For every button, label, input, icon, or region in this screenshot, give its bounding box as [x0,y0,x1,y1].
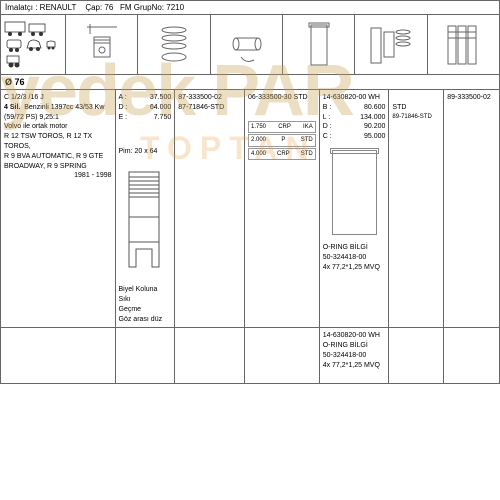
eng-code: C 1/2/3 /16 J [4,93,112,103]
bore: Çap: 76 [85,3,113,12]
piston-icon [66,15,138,74]
rings-col: 06-333500-30 STD 1.750CRPIKA 2.000PSTD 4… [245,90,320,327]
b1l2: Geçme [119,305,172,315]
mfr: İmalatçı : RENAULT [5,3,76,12]
m1: R 12 TSW TOROS, R 12 TX TOROS, [4,132,112,152]
bs: STD [392,103,440,113]
oring2: 14-630820-00 WH O-RING BİLGİ 50-324418-0… [320,328,390,383]
lpart: 14-630820-00 WH [323,93,386,103]
rp: 89-333500-02 [447,93,496,103]
engine-col: C 1/2/3 /16 J 4 Sil. Benzinli 1397cc 43/… [1,90,116,327]
liner-icon [283,15,355,74]
note: Volvo ile ortak motor [4,122,112,132]
lp: 89-71846-STD [392,113,440,121]
piston-diagram [119,167,172,277]
b1l3: Göz arası düz [119,315,172,325]
ring3: 4.000CRPSTD [248,148,316,160]
right-col: 89-333500-02 [444,90,499,327]
cyl: 4 Sil. [4,104,20,111]
p2: 87-71846-STD [178,103,241,113]
main-grid: C 1/2/3 /16 J 4 Sil. Benzinli 1397cc 43/… [0,90,500,328]
b2l2: 50-324418-00 [323,253,386,263]
icon-row [0,15,500,75]
bottom-row: 14-630820-00 WH O-RING BİLGİ 50-324418-0… [0,328,500,384]
rh: 06-333500-30 STD [248,93,316,103]
pin-icon [211,15,283,74]
b2l3: 4x 77,2*1,25 MVQ [323,263,386,273]
set-icon [355,15,427,74]
m3: BROADWAY, R 9 SPRING [4,162,112,172]
liner-col: 14-630820-00 WH B :80.600 L :134.000 D :… [320,90,390,327]
dims-col: A :37.500 D :64.000 E :7.750 Pim: 20 x 6… [116,90,176,327]
vehicle-icons [1,15,66,74]
header-bar: İmalatçı : RENAULT Çap: 76 FM GrupNo: 72… [0,0,500,15]
std-col: STD 89-71846-STD [389,90,444,327]
full-set-icon [428,15,499,74]
rings-icon [138,15,210,74]
pin: Pim: 20 x 64 [119,147,172,157]
m2: R 9 BVA AUTOMATIC, R 9 GTE [4,152,112,162]
b1l1: Biyel Koluna Sıkı [119,285,172,305]
parts-col: 87-333500-02 87-71846-STD [175,90,245,327]
grp: FM GrupNo: 7210 [120,3,184,12]
desc: Benzinli 1397cc 43/53 Kw [24,104,104,111]
b2l1: O-RING BİLGİ [323,243,386,253]
liner-diagram [332,150,377,235]
power: (59/72 PS) 9,25:1 [4,113,112,123]
diameter: Ø 76 [5,77,25,87]
years: 1981 - 1998 [4,171,112,181]
ring1: 1.750CRPIKA [248,121,316,133]
diameter-row: Ø 76 [0,75,500,90]
p1: 87-333500-02 [178,93,241,103]
ring2: 2.000PSTD [248,134,316,146]
